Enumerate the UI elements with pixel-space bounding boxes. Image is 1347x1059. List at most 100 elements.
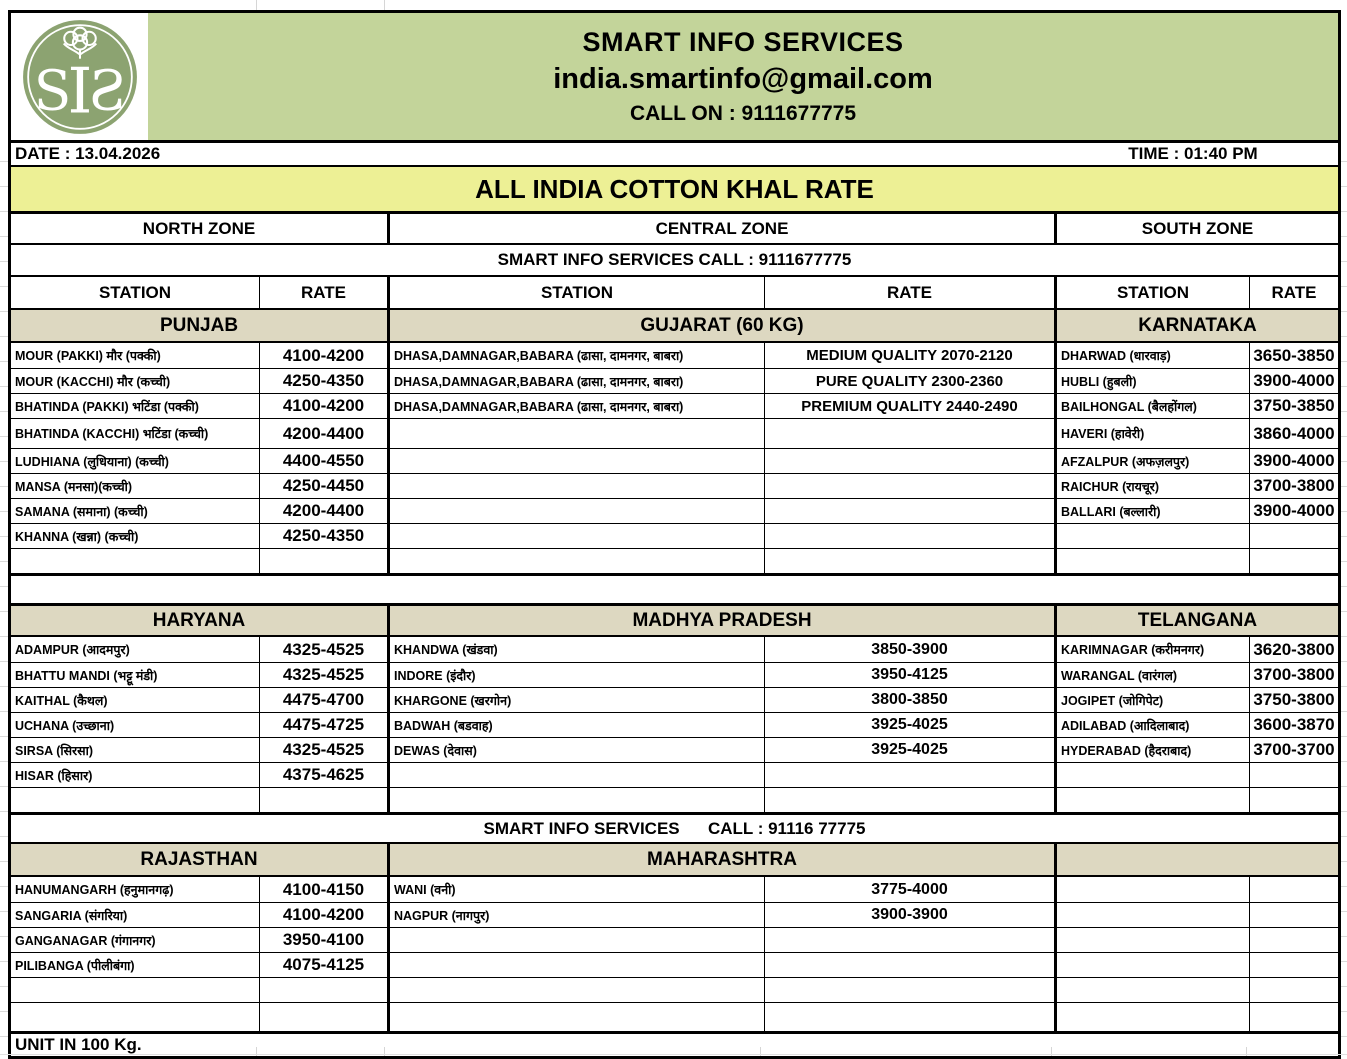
station-cell: MOUR (PAKKI) मौर (पक्की) [15, 349, 161, 363]
station-cell: HYDERABAD (हैदराबाद) [1054, 738, 1249, 762]
station-cell: DHARWAD (धारवाड़) [1054, 343, 1249, 368]
station-cell [387, 419, 764, 448]
rate-cell: 3900-4000 [1249, 499, 1338, 523]
page-title: ALL INDIA COTTON KHAL RATE [11, 165, 1338, 211]
rate-cell: 3860-4000 [1249, 419, 1338, 448]
rate-cell: 4325-4525 [259, 637, 387, 662]
call-on-number: CALL ON : 9111677775 [629, 102, 857, 125]
table-row: PILIBANGA (पीलीबंगा) 4075-4125 [11, 952, 1338, 977]
region-madhya-pradesh: MADHYA PRADESH [387, 606, 1054, 635]
table-row: KAITHAL (कैथल) 4475-4700 KHARGONE (खरगोन) 3… [11, 687, 1338, 712]
table-row [11, 1002, 1338, 1031]
station-cell: BAILHONGAL (बैलहोंगल) [1054, 394, 1249, 418]
rate-cell: 4250-4450 [259, 474, 387, 498]
region-punjab: PUNJAB [159, 314, 239, 336]
station-cell: RAICHUR (रायचूर) [1054, 474, 1249, 498]
station-cell: DHASA,DAMNAGAR,BABARA (ढासा, दामनगर, बाब… [387, 343, 764, 368]
station-cell [11, 978, 259, 1002]
rate-cell [1249, 978, 1338, 1002]
station-cell [387, 524, 764, 548]
station-cell: KARIMNAGAR (करीमनगर) [1054, 637, 1249, 662]
rate-cell: 4100-4150 [259, 877, 387, 902]
table-row [11, 977, 1338, 1002]
rate-cell: 3925-4025 [764, 713, 1054, 737]
station-cell: ADILABAD (आदिलाबाद) [1054, 713, 1249, 737]
rate-cell: 3750-3850 [1249, 394, 1338, 418]
station-cell [1054, 1003, 1249, 1031]
station-cell: SIRSA (सिरसा) [15, 743, 94, 758]
rate-cell: PURE QUALITY 2300-2360 [764, 369, 1054, 393]
station-cell [11, 549, 259, 573]
rate-cell [259, 978, 387, 1002]
rate-cell: 4100-4200 [259, 394, 387, 418]
station-cell: ADAMPUR (आदमपुर) [15, 643, 130, 657]
station-cell: HANUMANGARH (हनुमानगढ़) [15, 883, 174, 897]
col-header-rate: RATE [259, 277, 387, 308]
gridline [256, 1047, 257, 1056]
table-row: SAMANA (समाना) (कच्ची) 4200-4400 BALLARI (… [11, 498, 1338, 523]
station-cell: SANGARIA (संगरिया) [15, 908, 128, 923]
station-cell [1054, 903, 1249, 927]
rate-table-section-3: HANUMANGARH (हनुमानगढ़) 4100-4150 WANI (वन… [11, 875, 1338, 1031]
column-header-row: STATION RATE STATION RATE STATION RATE [11, 275, 1338, 308]
rate-cell: PREMIUM QUALITY 2440-2490 [764, 394, 1054, 418]
station-cell [11, 1003, 259, 1031]
station-cell: BHATINDA (PAKKI) भटिंडा (पक्की) [15, 399, 199, 414]
station-cell [387, 953, 764, 977]
station-cell: MOUR (KACCHI) मौर (कच्ची) [15, 374, 171, 389]
rate-cell: 4475-4700 [259, 688, 387, 712]
rate-cell [1249, 877, 1338, 902]
rate-cell: 4475-4725 [259, 713, 387, 737]
region-telangana: TELANGANA [1054, 606, 1338, 635]
table-row: MANSA (मनसा)(कच्ची) 4250-4450 RAICHUR (राय… [11, 473, 1338, 498]
company-email: india.smartinfo@gmail.com [553, 63, 933, 95]
rate-cell [1249, 763, 1338, 787]
rate-cell: 3700-3700 [1249, 738, 1338, 762]
rate-cell: 3700-3800 [1249, 474, 1338, 498]
station-cell: BADWAH (बडवाह) [387, 713, 764, 737]
table-row: UCHANA (उच्छाना) 4475-4725 BADWAH (बडवाह) 3… [11, 712, 1338, 737]
region-gujarat: GUJARAT (60 KG) [387, 310, 1054, 341]
spacer-row [11, 573, 1338, 603]
gridline [384, 0, 385, 10]
gridline [1246, 1047, 1247, 1056]
station-cell: JOGIPET (जोगिपेट) [1054, 688, 1249, 712]
rate-cell: 3620-3800 [1249, 637, 1338, 662]
station-cell [387, 763, 764, 787]
rate-cell [1249, 549, 1338, 573]
table-row: ADAMPUR (आदमपुर) 4325-4525 KHANDWA (खंडवा)… [11, 637, 1338, 662]
station-cell [1054, 877, 1249, 902]
rate-cell: 4250-4350 [259, 524, 387, 548]
company-name: SMART INFO SERVICES [582, 27, 904, 57]
region-empty [1054, 844, 1338, 875]
station-cell: KAITHAL (कैथल) [15, 693, 108, 708]
gridline [1051, 1047, 1052, 1056]
station-cell: DHASA,DAMNAGAR,BABARA (ढासा, दामनगर, बाब… [387, 369, 764, 393]
rate-sheet: S I S SMART INFO SERVICES india.smartinf… [8, 10, 1341, 1059]
station-cell: WANI (वनी) [387, 877, 764, 902]
rate-cell: 3750-3800 [1249, 688, 1338, 712]
unit-note: UNIT IN 100 Kg. [11, 1031, 1338, 1056]
rate-cell [764, 449, 1054, 473]
table-row: MOUR (KACCHI) मौर (कच्ची) 4250-4350 DHASA,… [11, 368, 1338, 393]
rate-cell [764, 978, 1054, 1002]
station-cell: HUBLI (हुबली) [1054, 369, 1249, 393]
rate-table-section-2: ADAMPUR (आदमपुर) 4325-4525 KHANDWA (खंडवा)… [11, 635, 1338, 812]
station-cell [1054, 549, 1249, 573]
rate-table-section-1: MOUR (PAKKI) मौर (पक्की) 4100-4200 DHASA,D… [11, 341, 1338, 573]
date-time-row: DATE : 13.04.2026 TIME : 01:40 PM [11, 140, 1338, 165]
col-header-rate: RATE [764, 277, 1054, 308]
station-cell: KHARGONE (खरगोन) [387, 688, 764, 712]
gridline [256, 0, 257, 10]
station-cell [1054, 763, 1249, 787]
table-row: GANGANAGAR (गंगानगर) 3950-4100 [11, 927, 1338, 952]
zone-north: NORTH ZONE [142, 218, 256, 238]
station-cell [1054, 953, 1249, 977]
station-cell [387, 978, 764, 1002]
station-cell: KHANNA (खन्ना) (कच्ची) [15, 529, 139, 544]
station-cell: DHASA,DAMNAGAR,BABARA (ढासा, दामनगर, बाब… [387, 394, 764, 418]
rate-cell: 3850-3900 [764, 637, 1054, 662]
station-cell: BALLARI (बल्लारी) [1054, 499, 1249, 523]
station-cell [1054, 928, 1249, 952]
rate-cell: 3900-3900 [764, 903, 1054, 927]
